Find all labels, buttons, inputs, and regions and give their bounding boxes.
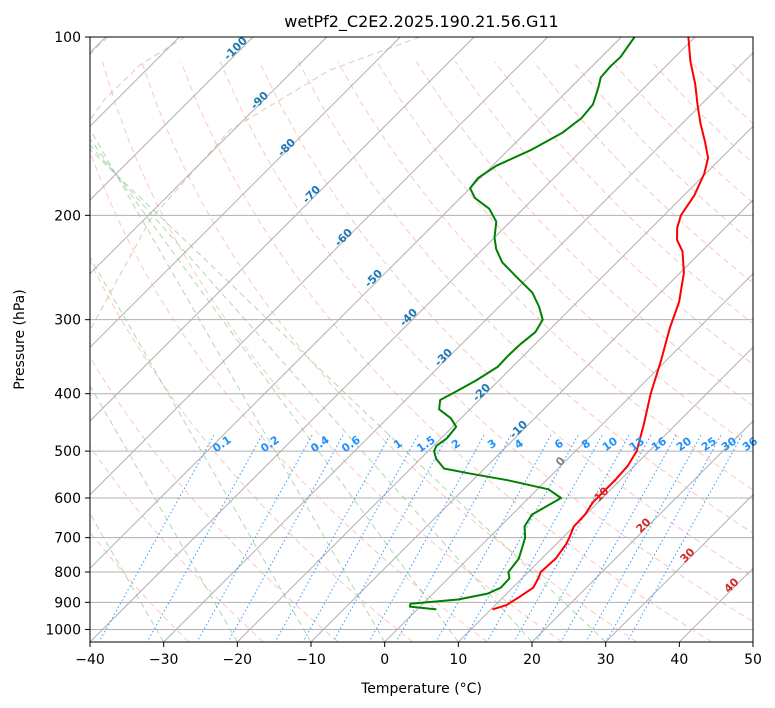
isotherm--90 xyxy=(90,37,328,275)
dry-adiabat-50 xyxy=(219,61,753,623)
x-axis-title: Temperature (°C) xyxy=(360,681,482,697)
y-tick-label-100: 100 xyxy=(54,30,81,46)
dry-adiabat-40 xyxy=(180,61,712,642)
dry-adiabat--10 xyxy=(90,356,339,642)
isotherm--20 xyxy=(236,125,753,642)
mixing-ratio-line-15 xyxy=(585,434,702,642)
isotherm--50 xyxy=(90,37,622,570)
x-tick-label-0: 0 xyxy=(380,652,389,668)
isotherm--80 xyxy=(90,37,401,349)
isotherm-0 xyxy=(384,272,753,642)
y-tick-label-700: 700 xyxy=(54,531,81,547)
isotherm-10 xyxy=(457,346,753,642)
y-tick-label-500: 500 xyxy=(54,444,81,460)
isotherm--40 xyxy=(90,37,696,642)
dry-adiabat-70 xyxy=(297,61,753,534)
x-tick-label-40: 40 xyxy=(670,652,688,668)
mixing-ratio-line-6 xyxy=(332,434,449,642)
mixing-ratio-line-10 xyxy=(462,434,579,642)
mixing-ratio-line-5 xyxy=(302,434,419,642)
mixing-ratio-line-14 xyxy=(560,434,677,642)
isotherm--10 xyxy=(310,199,753,642)
dewpoint-profile-line xyxy=(408,37,636,611)
mixing-ratio-line-4 xyxy=(274,434,391,642)
isotherm--70 xyxy=(90,37,475,422)
x-tick-label--10: −10 xyxy=(296,652,326,668)
profile-lines xyxy=(408,37,710,611)
dry-adiabat-0 xyxy=(90,259,414,642)
y-tick-label-600: 600 xyxy=(54,491,81,507)
y-tick-label-200: 200 xyxy=(54,208,81,224)
dry-adiabat-30 xyxy=(141,61,638,642)
mixing-ratio-line-16 xyxy=(605,434,722,642)
y-tick-label-1000: 1000 xyxy=(45,622,81,638)
mixing-ratio-line-7 xyxy=(368,434,485,642)
moist-adiabat-6 xyxy=(90,148,607,642)
x-tick-label-20: 20 xyxy=(523,652,541,668)
moist-adiabat-5 xyxy=(90,144,533,642)
mixing-ratio-line-13 xyxy=(535,434,652,642)
mixing-ratio-line-2 xyxy=(196,434,313,642)
dry-adiabat-20 xyxy=(101,61,563,642)
y-axis-title: Pressure (hPa) xyxy=(12,289,28,389)
x-tick-label--30: −30 xyxy=(149,652,179,668)
x-tick-label-30: 30 xyxy=(597,652,615,668)
mixing-ratio-line-3 xyxy=(227,434,344,642)
moist-adiabat-4 xyxy=(90,138,459,642)
y-tick-label-900: 900 xyxy=(54,595,81,611)
x-tick-label-50: 50 xyxy=(744,652,762,668)
y-tick-label-400: 400 xyxy=(54,387,81,403)
x-tick-label--20: −20 xyxy=(223,652,253,668)
dry-adiabat-60 xyxy=(258,61,753,578)
dry-adiabat-80 xyxy=(337,61,753,491)
chart-title: wetPf2_C2E2.2025.190.21.56.G11 xyxy=(284,12,558,32)
axes: −40 −30 −20 −10 0 10 20 30 40 50 100 200 300 400 500 60… xyxy=(45,30,762,668)
mixing-ratio-line-1 xyxy=(146,434,263,642)
isentropic-arc-1 xyxy=(90,37,186,121)
isotherm--100 xyxy=(90,37,254,201)
dry-adiabat-10 xyxy=(90,150,488,642)
temperature-profile-line xyxy=(492,37,710,611)
x-tick-label-10: 10 xyxy=(449,652,467,668)
y-tick-label-800: 800 xyxy=(54,565,81,581)
plot-frame xyxy=(89,36,754,643)
mixing-ratio-line-0 xyxy=(98,434,215,642)
isotherm-20 xyxy=(531,420,753,642)
y-tick-label-300: 300 xyxy=(54,313,81,329)
mixing-ratio-line-12 xyxy=(513,434,630,642)
isotherm-30 xyxy=(605,493,753,642)
isotherm--60 xyxy=(90,37,549,496)
isotherm--30 xyxy=(163,51,753,642)
mixing-ratio-line-9 xyxy=(435,434,552,642)
mixing-ratio-line-11 xyxy=(486,434,603,642)
isentropic-arc-2 xyxy=(90,37,109,56)
isentropic-arc-0 xyxy=(90,37,421,331)
x-tick-label--40: −40 xyxy=(75,652,105,668)
mixing-ratio-line-17 xyxy=(626,434,743,642)
